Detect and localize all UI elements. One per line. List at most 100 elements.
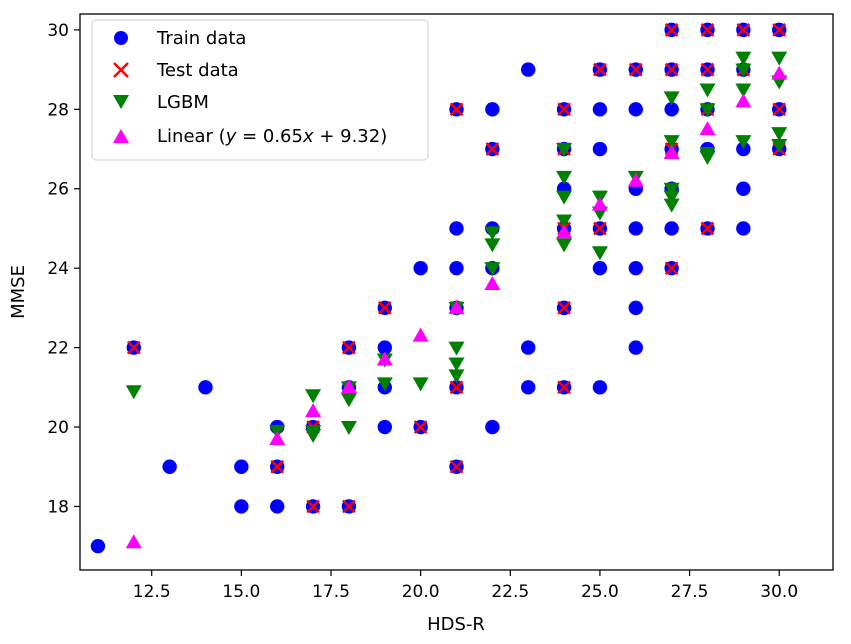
data-point <box>556 224 573 239</box>
data-point <box>270 499 285 514</box>
data-point <box>663 198 680 213</box>
data-point <box>699 121 716 136</box>
x-tick-label: 12.5 <box>133 582 171 602</box>
legend-box <box>91 19 429 161</box>
x-tick-label: 27.5 <box>671 582 709 602</box>
data-point <box>484 238 501 253</box>
data-point <box>234 459 249 474</box>
x-tick-label: 30.0 <box>760 582 798 602</box>
data-point <box>772 23 787 37</box>
data-point <box>306 499 320 514</box>
data-point <box>449 459 464 474</box>
data-point <box>628 260 643 276</box>
data-point <box>448 299 465 314</box>
data-point <box>412 327 429 342</box>
data-point <box>735 93 752 108</box>
legend-linear-label: Linear (y = 0.65x + 9.32) <box>157 126 387 147</box>
data-point <box>736 181 751 196</box>
data-point <box>377 301 392 315</box>
data-point <box>663 135 680 150</box>
y-tick-label: 24 <box>47 259 69 279</box>
y-tick-label: 22 <box>47 339 69 359</box>
data-point <box>449 102 464 117</box>
data-point <box>735 63 752 78</box>
plot-frame <box>79 13 834 571</box>
data-point <box>557 102 571 117</box>
data-point <box>700 23 715 37</box>
data-point <box>664 23 679 37</box>
data-point <box>556 190 573 205</box>
data-point <box>628 102 643 117</box>
data-point <box>556 143 573 158</box>
data-point <box>449 380 464 395</box>
data-point <box>448 357 465 372</box>
data-point <box>592 102 608 117</box>
x-tick-label: 25.0 <box>581 582 619 602</box>
data-point <box>736 23 751 37</box>
data-point <box>449 221 464 236</box>
data-point <box>305 389 322 404</box>
data-point <box>126 340 141 355</box>
data-series <box>90 22 788 554</box>
x-tick-label: 22.5 <box>491 582 529 602</box>
data-point <box>771 127 788 142</box>
data-point <box>556 214 573 229</box>
legend-lgbm-label: LGBM <box>157 92 209 113</box>
data-point <box>736 221 751 236</box>
data-point <box>377 419 392 435</box>
x-axis: 12.5 15.0 17.5 20.0 22.5 25.0 27.5 30.0 <box>133 570 798 602</box>
data-point <box>305 425 322 439</box>
data-point <box>234 499 249 514</box>
data-point <box>485 419 500 435</box>
y-axis: 18 20 22 24 26 28 30 <box>47 21 80 517</box>
data-point <box>771 65 788 80</box>
data-point <box>485 142 500 156</box>
series-linear <box>125 65 788 549</box>
data-point <box>591 196 608 211</box>
data-point <box>484 226 501 241</box>
data-point <box>270 459 285 474</box>
data-point <box>340 393 357 408</box>
y-tick-label: 30 <box>47 21 69 41</box>
data-point <box>628 300 643 316</box>
data-point <box>591 246 608 261</box>
legend-train-marker <box>114 31 128 45</box>
data-point <box>377 340 392 355</box>
data-point <box>627 172 644 187</box>
data-point <box>557 301 571 315</box>
legend-item-train: Train data <box>114 28 246 49</box>
data-point <box>663 91 680 106</box>
data-point <box>699 147 716 161</box>
legend-test-label: Test data <box>156 60 239 81</box>
data-point <box>412 377 429 392</box>
data-point <box>664 261 679 276</box>
data-point <box>664 221 679 236</box>
data-point <box>628 62 643 77</box>
data-point <box>449 260 464 276</box>
data-point <box>90 538 106 554</box>
data-point <box>592 141 608 157</box>
data-point <box>556 238 573 253</box>
data-point <box>771 51 788 66</box>
data-point <box>664 62 679 77</box>
y-tick-label: 26 <box>47 180 69 200</box>
y-tick-label: 28 <box>47 100 69 120</box>
legend-lgbm-marker <box>113 95 129 109</box>
data-point <box>485 102 500 117</box>
data-point <box>592 260 608 276</box>
legend-item-lgbm: LGBM <box>113 92 209 113</box>
data-point <box>700 221 715 236</box>
legend-item-linear: Linear (y = 0.65x + 9.32) <box>113 126 387 147</box>
data-point <box>162 459 177 474</box>
data-point <box>663 182 680 197</box>
data-point <box>663 190 680 205</box>
data-point <box>269 430 286 445</box>
data-point <box>521 380 536 395</box>
data-point <box>628 221 643 236</box>
x-tick-label: 15.0 <box>222 582 260 602</box>
data-point <box>125 534 142 549</box>
data-point <box>198 380 213 395</box>
data-point <box>413 420 428 434</box>
data-point <box>628 340 643 355</box>
